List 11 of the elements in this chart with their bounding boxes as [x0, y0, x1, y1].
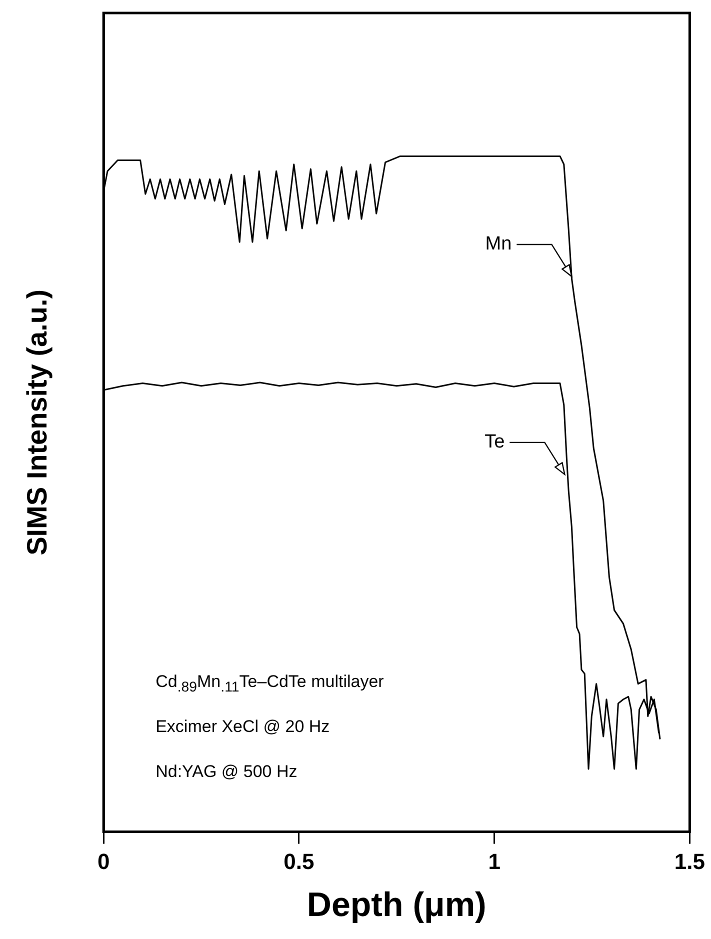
annotation: Te [484, 432, 505, 453]
y-axis-title: SIMS Intensity (a.u.) [22, 289, 53, 556]
x-tick-label: 0.5 [284, 849, 314, 874]
annotation: Mn [485, 234, 512, 255]
annotation: Excimer XeCl @ 20 Hz [156, 716, 330, 737]
x-axis-title: Depth (μm) [306, 886, 486, 924]
annotation: Nd:YAG @ 500 Hz [156, 762, 298, 782]
x-tick-label: 1 [488, 849, 500, 874]
x-tick-label: 1.5 [674, 849, 706, 874]
x-tick-label: 0 [97, 849, 110, 874]
annotation: Cd$_{.89}$Mn$_{.11}$Te–CdTe multilayer [156, 672, 384, 696]
